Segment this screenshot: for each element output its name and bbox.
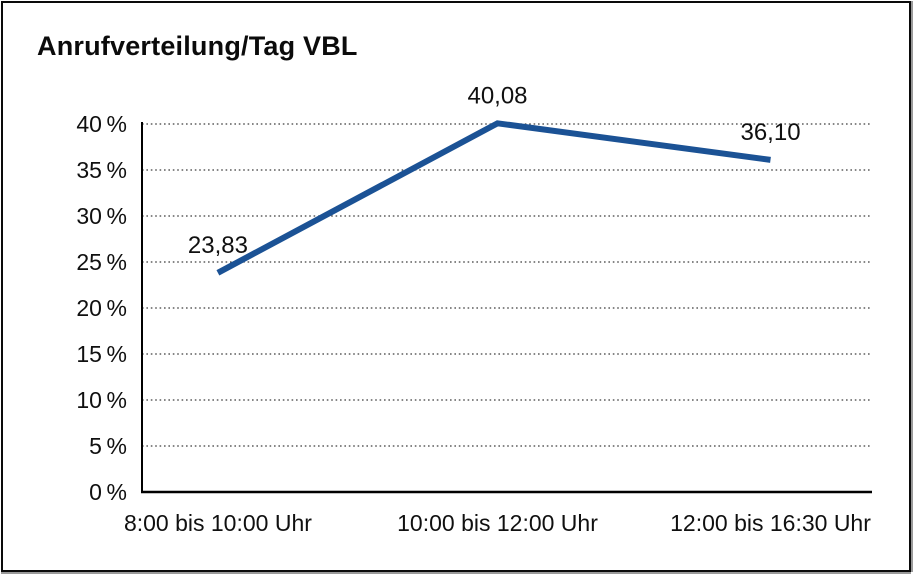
x-category-label: 10:00 bis 12:00 Uhr — [397, 510, 598, 536]
y-tick-label: 40 % — [76, 111, 127, 137]
y-tick-label: 0 % — [89, 479, 127, 505]
y-tick-label: 15 % — [76, 341, 127, 367]
series-line — [216, 120, 771, 276]
chart-title: Anrufverteilung/Tag VBL — [37, 31, 358, 61]
value-label: 36,10 — [740, 119, 800, 146]
value-label: 40,08 — [467, 82, 527, 109]
x-category-label: 8:00 bis 10:00 Uhr — [124, 510, 312, 536]
y-tick-label: 35 % — [76, 157, 127, 183]
y-tick-label: 25 % — [76, 249, 127, 275]
y-tick-label: 5 % — [89, 433, 127, 459]
x-category-label: 12:00 bis 16:30 Uhr — [670, 510, 871, 536]
value-label: 23,83 — [188, 232, 248, 259]
y-tick-label: 20 % — [76, 295, 127, 321]
y-tick-label: 30 % — [76, 203, 127, 229]
y-tick-label: 10 % — [76, 387, 127, 413]
